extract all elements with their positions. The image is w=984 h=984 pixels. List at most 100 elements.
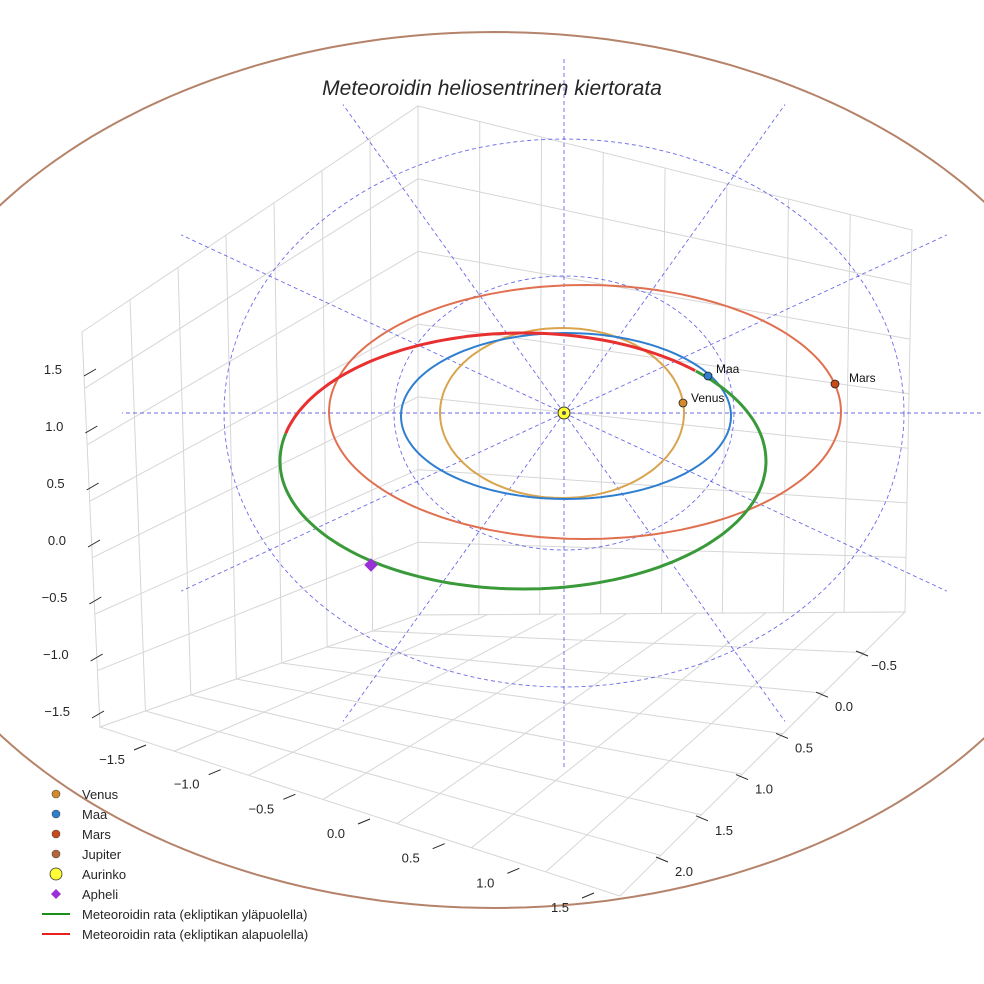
aphelion-marker [364, 558, 378, 572]
reference-radial-line [563, 412, 947, 592]
grid-line [174, 614, 488, 752]
x-tick-mark [133, 744, 147, 751]
y-tick-label: 1.5 [715, 823, 733, 838]
grid-line [281, 662, 783, 735]
reference-radial-line [342, 412, 565, 722]
chart-title: Meteoroidin heliosentrinen kiertorata [322, 77, 662, 100]
y-tick-label: 0.5 [795, 740, 813, 755]
mars-label: Mars [849, 371, 876, 385]
mars-marker [830, 379, 840, 389]
grid-line [92, 396, 419, 559]
x-tick-mark [208, 769, 221, 776]
y-axis-ticks: −0.5 0.0 0.5 1.0 1.5 2.0 [655, 650, 897, 879]
axes-grid [81, 105, 913, 897]
legend-label: Maa [82, 807, 108, 822]
x-tick-mark [283, 793, 296, 800]
grid-line [782, 198, 789, 613]
z-tick-label: 1.0 [45, 419, 63, 434]
legend: Venus Maa Mars Jupiter Aurinko Apheli Meteoroi… [42, 787, 308, 942]
venus-orbit [438, 326, 686, 500]
y-tick-label: 1.0 [755, 782, 773, 797]
z-tick-mark [85, 425, 98, 434]
mars-orbit [327, 283, 843, 541]
z-tick-mark [87, 539, 101, 548]
z-tick-label: −1.0 [43, 647, 69, 662]
x-tick-label: 0.0 [327, 826, 345, 841]
maa-label: Maa [716, 362, 740, 376]
legend-label: Apheli [82, 887, 118, 902]
legend-circle-swatch [49, 867, 63, 881]
z-tick-mark [89, 596, 102, 605]
y-tick-mark [815, 691, 829, 698]
grid-line [369, 138, 374, 632]
grid-line [721, 183, 728, 614]
venus-marker [678, 398, 688, 408]
legend-label: Jupiter [82, 847, 122, 862]
axes-pane [98, 611, 907, 897]
grid-line [322, 613, 627, 800]
legend-label: Meteoroidin rata (ekliptikan alapuolella… [82, 927, 308, 942]
grid-line [545, 612, 836, 873]
grid-line [661, 167, 666, 614]
grid-line [417, 250, 911, 340]
z-tick-mark [91, 710, 105, 719]
grid-line [94, 469, 419, 615]
legend-circle-swatch [51, 849, 61, 859]
grid-line [478, 121, 481, 615]
z-tick-label: 0.5 [47, 476, 65, 491]
grid-line [372, 630, 865, 654]
z-axis-ticks: 1.5 1.0 0.5 0.0 −0.5 −1.0 −1.5 [42, 362, 105, 719]
x-tick-label: −0.5 [248, 801, 274, 816]
z-tick-mark [86, 482, 99, 491]
grid-line [396, 612, 697, 824]
legend-circle-swatch [51, 809, 61, 819]
jupiter-orbit-group [0, 30, 984, 910]
legend-circle-swatch [51, 789, 61, 799]
reference-radial-line [563, 104, 786, 414]
meteoroid-orbit-above [278, 369, 768, 591]
x-axis-ticks: −1.5 −1.0 −0.5 0.0 0.5 1.0 1.5 [99, 744, 595, 915]
legend-label: Mars [82, 827, 111, 842]
sun-core [562, 411, 566, 415]
reference-radial-line [181, 412, 565, 592]
orbits [278, 283, 843, 591]
grid-line [600, 152, 604, 614]
grid-line [273, 202, 283, 664]
reference-radial-line [342, 104, 565, 414]
x-tick-label: −1.5 [99, 752, 125, 767]
grid-line [539, 136, 542, 615]
grid-line [417, 178, 912, 286]
x-tick-mark [357, 818, 371, 825]
grid-line [190, 694, 702, 816]
x-tick-label: 0.5 [402, 851, 420, 866]
grid-line [417, 396, 909, 449]
legend-label: Venus [82, 787, 119, 802]
grid-line [327, 646, 824, 694]
grid-line [417, 469, 908, 504]
legend-label: Meteoroidin rata (ekliptikan yläpuolella… [82, 907, 307, 922]
y-tick-mark [695, 815, 709, 822]
legend-label: Aurinko [82, 867, 126, 882]
grid-line [97, 541, 419, 672]
y-tick-mark [775, 732, 789, 739]
grid-line [248, 613, 558, 776]
earth-orbit [399, 331, 733, 501]
x-tick-mark [432, 843, 445, 850]
grid-line [145, 710, 661, 856]
grid-line [84, 178, 419, 389]
grid-line [225, 235, 237, 680]
venus-label: Venus [691, 391, 724, 405]
x-tick-label: 1.0 [476, 875, 494, 890]
reference-radial-line [563, 412, 786, 722]
meteoroid-orbit-below [284, 331, 696, 434]
z-tick-mark [83, 368, 97, 377]
maa-marker [703, 371, 713, 381]
x-tick-label: −1.0 [174, 777, 200, 792]
grid-line [177, 267, 192, 696]
legend-diamond-swatch [51, 889, 61, 899]
legend-circle-swatch [51, 829, 61, 839]
grid-line [321, 170, 328, 648]
y-tick-label: 0.0 [835, 699, 853, 714]
grid-line [471, 612, 767, 849]
